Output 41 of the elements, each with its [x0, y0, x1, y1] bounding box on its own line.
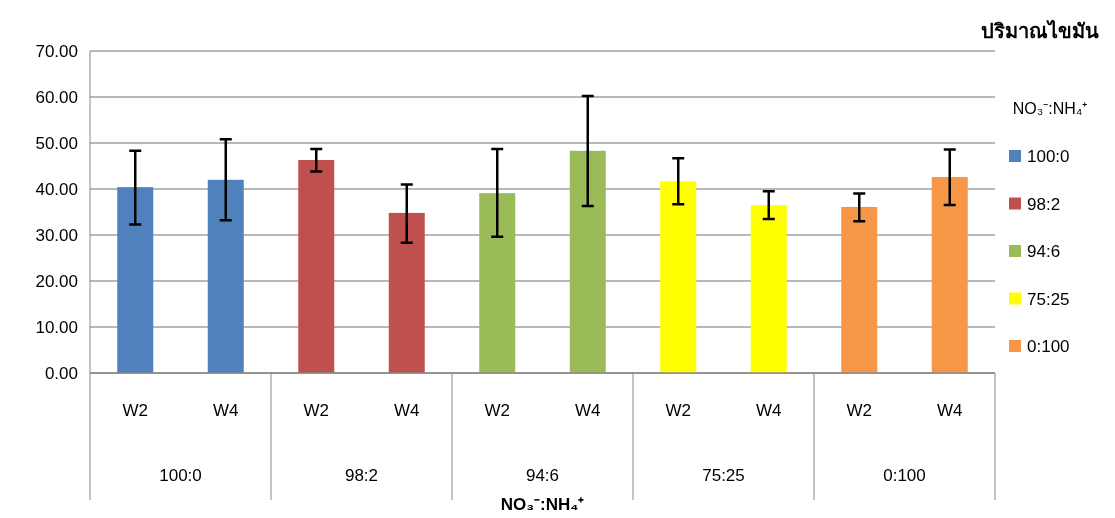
legend-label: 100:0: [1027, 147, 1070, 166]
x-tick-label: W2: [846, 401, 872, 420]
bar: [388, 212, 425, 373]
x-tick-label: W4: [213, 401, 239, 420]
text: 94:6: [525, 466, 560, 485]
bar: [298, 160, 335, 373]
text: 98:2: [344, 466, 379, 485]
bar: [841, 206, 878, 373]
y-tick-label: 20.00: [35, 272, 78, 291]
legend-label: 75:25: [1027, 289, 1070, 309]
text: ปริมาณไขมัน: [981, 19, 1099, 42]
y-tick-label: 0.00: [44, 364, 78, 383]
y-tick-label: 60.00: [35, 88, 78, 107]
legend-title: NO₃⁻:NH₄⁺: [1012, 100, 1088, 117]
x-tick-label: W2: [484, 401, 510, 420]
bar: [117, 187, 154, 373]
y-tick-label: 70.00: [35, 42, 78, 61]
y-tick-label: 40.00: [35, 180, 78, 199]
x-tick-label: W2: [665, 401, 691, 420]
text: 0:100: [883, 466, 926, 485]
text: 100:0: [159, 466, 202, 485]
x-tick-label: W2: [303, 401, 329, 420]
bar: [569, 150, 606, 373]
x-tick-label: W4: [575, 401, 601, 420]
text: 75:25: [702, 466, 745, 485]
legend-label: 98:2: [1027, 194, 1061, 214]
legend-label: 0:100: [1027, 337, 1070, 356]
x-tick-label: W4: [937, 401, 963, 420]
x-tick-label: W2: [122, 401, 148, 420]
y-tick-label: 10.00: [35, 318, 78, 337]
x-tick-label: W4: [756, 401, 782, 420]
bar: [479, 193, 516, 373]
y-tick-label: 50.00: [35, 134, 78, 153]
legend-label: 94:6: [1027, 242, 1061, 261]
x-tick-label: W4: [394, 401, 420, 420]
bar: [660, 181, 697, 373]
x-axis-title: NO₃⁻:NH₄⁺: [500, 495, 585, 514]
y-tick-label: 30.00: [35, 226, 78, 245]
bar: [207, 179, 244, 373]
bar: [931, 177, 968, 373]
bar: [750, 205, 787, 373]
